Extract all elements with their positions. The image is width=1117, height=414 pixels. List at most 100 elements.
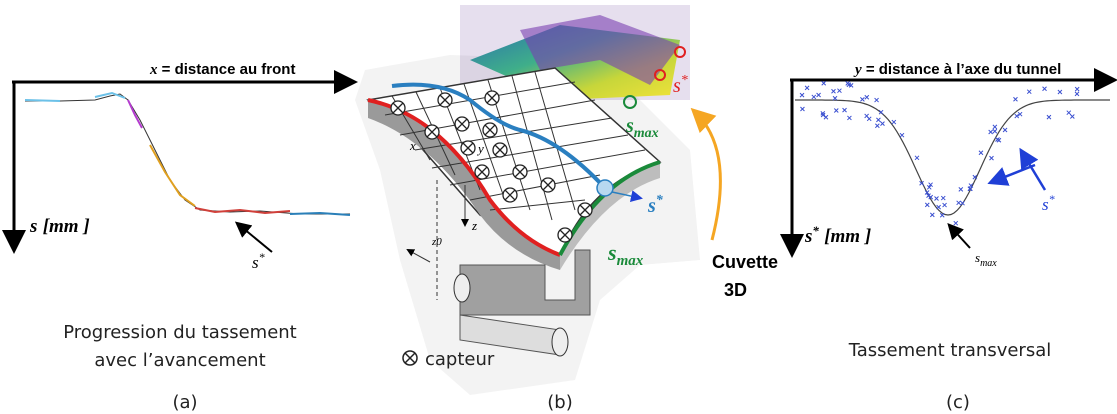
text: s — [607, 240, 617, 265]
text: = distance au front — [158, 61, 296, 78]
sensor — [437, 92, 453, 108]
scatter-cross — [992, 124, 998, 130]
grid — [384, 71, 646, 221]
scatter-cross — [929, 212, 935, 218]
panel-c: y = distance à l’axe du tunnel s* [mm ] … — [780, 61, 1117, 413]
annotation-arrow — [234, 221, 273, 253]
text: s — [804, 226, 812, 247]
text: s — [647, 195, 656, 217]
text: * — [259, 250, 265, 264]
panel-label: (a) — [172, 392, 197, 413]
scatter-cross — [1042, 86, 1047, 92]
arrow — [947, 223, 971, 249]
sensors — [390, 90, 593, 243]
scatter-cross — [842, 107, 847, 113]
text: s — [975, 250, 980, 265]
text: s — [673, 75, 681, 97]
sensor — [492, 142, 508, 158]
scatter-cross — [804, 85, 810, 91]
sensor — [484, 90, 500, 106]
marker — [654, 69, 666, 81]
scatter-cross — [800, 106, 805, 112]
sensor-cross — [542, 179, 554, 191]
text: max — [980, 258, 997, 269]
scatter-cross — [1074, 86, 1080, 92]
scatter-cross — [978, 150, 984, 156]
trend-curve — [25, 93, 350, 215]
scatter-cross — [924, 202, 930, 208]
sensor — [454, 116, 470, 132]
scatter-cross — [953, 220, 959, 226]
scatter-cross — [968, 186, 973, 192]
axis-label: z0 — [431, 236, 442, 248]
x-axis-label: x = distance au front — [149, 61, 295, 78]
scatter — [799, 80, 1080, 226]
sensor — [557, 227, 573, 243]
annotation: s* — [252, 250, 265, 272]
sensor-cross — [462, 142, 474, 154]
scatter-cross — [831, 88, 836, 94]
sensor-cross — [486, 92, 498, 104]
annotation-star: s* — [1042, 192, 1055, 214]
caption: Progression du tassement — [63, 322, 297, 343]
scatter-cross — [940, 195, 946, 201]
scatter-cross — [1013, 96, 1018, 102]
plate-side — [368, 100, 560, 270]
scatter-cross — [939, 212, 945, 218]
text: [mm ] — [824, 226, 871, 247]
scatter-cross — [864, 113, 870, 119]
x-axis-label: y = distance à l’axe du tunnel — [853, 61, 1061, 78]
sensor-cross — [484, 124, 496, 136]
sensor — [502, 187, 518, 203]
scatter-cross — [914, 155, 920, 161]
red-curve — [367, 98, 561, 257]
sensor — [540, 177, 556, 193]
axis-label: x — [409, 138, 416, 153]
sensor-cross — [456, 118, 468, 130]
text: y — [853, 62, 862, 78]
data-trace — [24, 91, 126, 102]
fit-curve — [795, 99, 1110, 216]
tunnel-end — [453, 273, 471, 303]
text: * — [1049, 192, 1055, 206]
sensor — [390, 100, 406, 116]
panel-b: s* smax x y z z0 s* smax Cuvette 3D capt… — [355, 5, 778, 413]
scatter-cross — [956, 200, 961, 206]
scatter-cross — [942, 202, 947, 208]
text: * — [681, 73, 688, 88]
scatter-cross — [992, 128, 998, 134]
inset-s-max: smax — [625, 115, 659, 141]
cuvette-arrow — [690, 107, 722, 241]
scatter-cross — [832, 95, 838, 101]
cuvette-label: 3D — [724, 280, 747, 300]
plate-s-star: s* — [647, 193, 664, 217]
scatter-cross — [880, 121, 885, 127]
caption: avec l’avancement — [94, 350, 265, 371]
scatter-cross — [837, 88, 842, 94]
panel-label: (b) — [547, 392, 572, 413]
tunnel-end — [551, 327, 569, 357]
inset-points — [520, 15, 680, 85]
legend-symbol — [402, 350, 418, 366]
text: x — [149, 62, 158, 78]
scatter-cross — [919, 180, 924, 186]
sensor-cross — [426, 126, 438, 138]
data-trace — [289, 211, 351, 216]
scatter-cross — [1069, 114, 1075, 119]
text: s — [1042, 195, 1049, 214]
text: s — [252, 253, 259, 272]
sensor — [482, 122, 498, 138]
scatter-cross — [878, 109, 884, 115]
scatter-cross — [874, 123, 880, 129]
arrow — [987, 163, 1036, 186]
sensor — [512, 164, 528, 180]
scatter-cross — [816, 92, 821, 98]
text: s — [29, 216, 37, 237]
scatter-cross — [899, 132, 905, 138]
scatter-cross — [958, 187, 964, 192]
inset-s-star: s* — [673, 73, 688, 97]
text: [mm ] — [43, 216, 90, 237]
sensor — [460, 140, 476, 156]
scatter-cross — [1002, 127, 1008, 133]
